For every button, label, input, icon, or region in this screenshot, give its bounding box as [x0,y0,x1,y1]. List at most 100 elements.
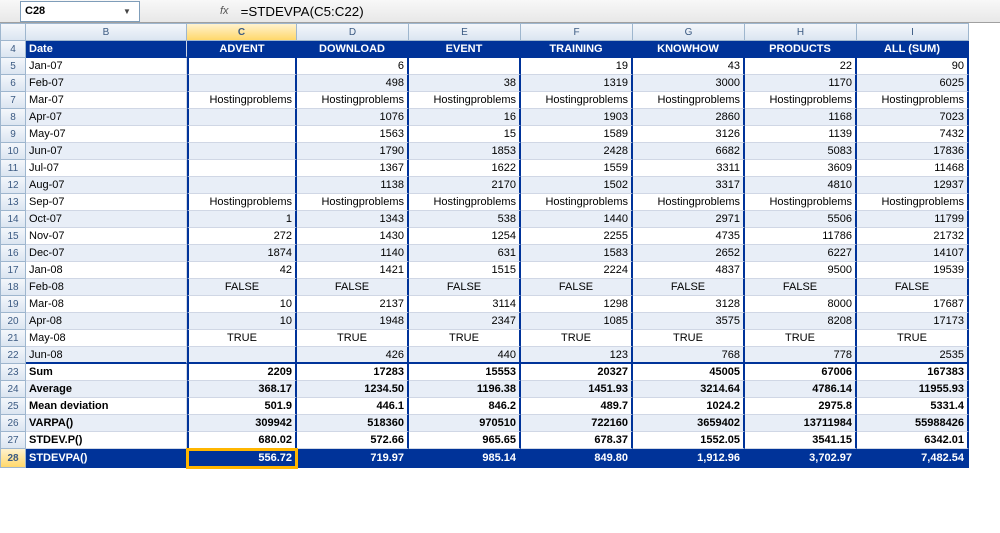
result-cell[interactable]: 1,912.96 [633,449,745,468]
data-cell[interactable]: 1589 [521,126,633,143]
data-cell[interactable]: Hostingproblems [187,194,297,211]
data-cell[interactable]: Jan-08 [26,262,187,279]
data-cell[interactable]: Jun-08 [26,347,187,364]
data-cell[interactable]: 538 [409,211,521,228]
data-cell[interactable]: 6025 [857,75,969,92]
data-cell[interactable]: 2224 [521,262,633,279]
summary-cell[interactable]: 2209 [187,364,297,381]
data-cell[interactable]: Hostingproblems [857,92,969,109]
summary-cell[interactable]: 501.9 [187,398,297,415]
data-cell[interactable]: 3311 [633,160,745,177]
data-cell[interactable]: 123 [521,347,633,364]
data-cell[interactable] [187,109,297,126]
col-header-D[interactable]: D [297,23,409,41]
data-cell[interactable]: 2347 [409,313,521,330]
data-cell[interactable]: 3000 [633,75,745,92]
summary-cell[interactable]: 3659402 [633,415,745,432]
data-cell[interactable]: TRUE [187,330,297,347]
data-cell[interactable]: Feb-08 [26,279,187,296]
data-cell[interactable]: TRUE [745,330,857,347]
summary-cell[interactable]: 17283 [297,364,409,381]
data-cell[interactable]: 426 [297,347,409,364]
data-cell[interactable]: 15 [409,126,521,143]
summary-cell[interactable]: VARPA() [26,415,187,432]
summary-cell[interactable]: 368.17 [187,381,297,398]
data-cell[interactable]: 5506 [745,211,857,228]
data-cell[interactable]: FALSE [745,279,857,296]
data-cell[interactable]: 778 [745,347,857,364]
data-cell[interactable] [187,347,297,364]
row-header[interactable]: 22 [0,347,26,364]
data-cell[interactable]: Hostingproblems [745,194,857,211]
col-header-I[interactable]: I [857,23,969,41]
row-header[interactable]: 20 [0,313,26,330]
header-cell[interactable]: EVENT [409,41,521,58]
data-cell[interactable]: 3128 [633,296,745,313]
data-cell[interactable]: TRUE [409,330,521,347]
data-cell[interactable] [187,58,297,75]
row-header[interactable]: 21 [0,330,26,347]
row-header[interactable]: 13 [0,194,26,211]
data-cell[interactable]: Hostingproblems [297,194,409,211]
data-cell[interactable]: 272 [187,228,297,245]
summary-cell[interactable]: 4786.14 [745,381,857,398]
data-cell[interactable]: 19539 [857,262,969,279]
data-cell[interactable]: Apr-08 [26,313,187,330]
col-header-F[interactable]: F [521,23,633,41]
data-cell[interactable]: 2137 [297,296,409,313]
data-cell[interactable]: Hostingproblems [633,92,745,109]
row-header[interactable]: 14 [0,211,26,228]
data-cell[interactable]: 4837 [633,262,745,279]
data-cell[interactable]: 10 [187,313,297,330]
col-header-G[interactable]: G [633,23,745,41]
data-cell[interactable]: 8208 [745,313,857,330]
data-cell[interactable]: 1440 [521,211,633,228]
summary-cell[interactable]: 3214.64 [633,381,745,398]
data-cell[interactable]: TRUE [857,330,969,347]
result-cell[interactable]: 556.72 [187,449,297,468]
row-header[interactable]: 15 [0,228,26,245]
data-cell[interactable]: 12937 [857,177,969,194]
summary-cell[interactable]: 572.66 [297,432,409,449]
data-cell[interactable]: 4810 [745,177,857,194]
col-header-E[interactable]: E [409,23,521,41]
data-cell[interactable]: 1874 [187,245,297,262]
data-cell[interactable]: 3609 [745,160,857,177]
result-cell[interactable]: STDEVPA() [26,449,187,468]
data-cell[interactable]: Hostingproblems [297,92,409,109]
data-cell[interactable] [187,75,297,92]
data-cell[interactable]: May-07 [26,126,187,143]
fx-icon[interactable]: fx [220,5,229,17]
summary-cell[interactable]: 15553 [409,364,521,381]
data-cell[interactable]: Nov-07 [26,228,187,245]
data-cell[interactable]: 2428 [521,143,633,160]
data-cell[interactable]: 1170 [745,75,857,92]
data-cell[interactable]: 16 [409,109,521,126]
data-cell[interactable]: 7432 [857,126,969,143]
row-header[interactable]: 5 [0,58,26,75]
data-cell[interactable]: 3575 [633,313,745,330]
data-cell[interactable]: Sep-07 [26,194,187,211]
summary-cell[interactable]: 5331.4 [857,398,969,415]
data-cell[interactable]: 14107 [857,245,969,262]
summary-cell[interactable]: 2975.8 [745,398,857,415]
row-header[interactable]: 19 [0,296,26,313]
summary-cell[interactable]: 45005 [633,364,745,381]
summary-cell[interactable]: 55988426 [857,415,969,432]
summary-cell[interactable]: 489.7 [521,398,633,415]
result-cell[interactable]: 849.80 [521,449,633,468]
data-cell[interactable]: 17173 [857,313,969,330]
result-cell[interactable]: 7,482.54 [857,449,969,468]
data-cell[interactable]: 1948 [297,313,409,330]
data-cell[interactable]: 7023 [857,109,969,126]
data-cell[interactable]: 3114 [409,296,521,313]
row-header[interactable]: 7 [0,92,26,109]
data-cell[interactable]: FALSE [187,279,297,296]
row-header[interactable]: 23 [0,364,26,381]
data-cell[interactable]: 6682 [633,143,745,160]
summary-cell[interactable]: 722160 [521,415,633,432]
data-cell[interactable]: 1515 [409,262,521,279]
data-cell[interactable]: Hostingproblems [745,92,857,109]
header-cell[interactable]: Date [26,41,187,58]
summary-cell[interactable]: 965.65 [409,432,521,449]
